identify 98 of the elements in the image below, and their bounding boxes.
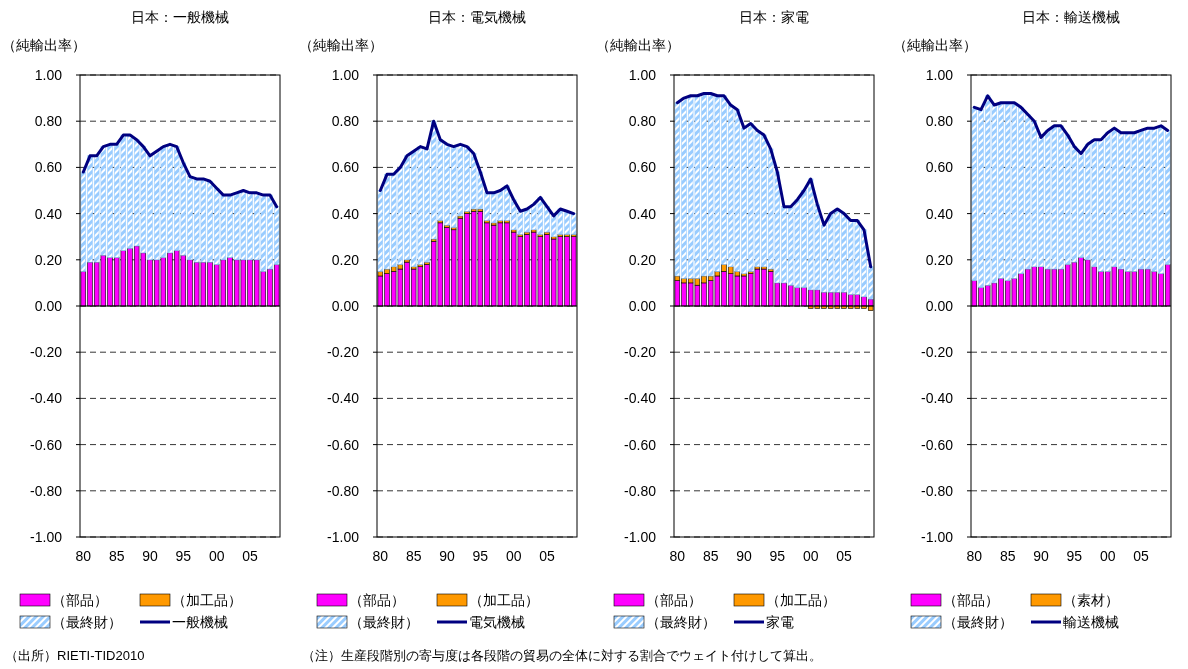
y-tick-label: -0.60: [921, 436, 954, 453]
y-tick-label: 0.80: [34, 113, 63, 130]
y-tick-label: -0.40: [624, 390, 657, 407]
y-tick-label: -0.80: [30, 482, 63, 499]
x-tick-label: 85: [702, 548, 719, 564]
x-tick-label: 05: [242, 548, 258, 564]
line-series: [81, 133, 279, 209]
line-series: [972, 94, 1170, 156]
y-tick-label: 0.00: [34, 298, 63, 314]
x-tick-label: 80: [669, 548, 686, 564]
y-tick-label: 0.40: [925, 205, 954, 222]
y-tick-label: 0.00: [628, 298, 657, 314]
chart-title: 日本：一般機械: [131, 9, 229, 25]
y-tick-label: 1.00: [628, 67, 657, 83]
x-tick-label: 05: [1133, 548, 1149, 564]
legend-label: （加工品）: [469, 592, 539, 608]
y-tick-label: -0.60: [30, 436, 63, 453]
chart-title: 日本：家電: [739, 9, 809, 25]
x-tick-label: 95: [769, 548, 786, 564]
y-tick-label: -0.80: [921, 482, 954, 499]
y-tick-label: -1.00: [327, 529, 360, 545]
legend-label: （最終財）: [943, 614, 1013, 630]
y-tick-label: -0.80: [624, 482, 657, 499]
y-tick-label: -1.00: [30, 529, 63, 545]
y-tick-label: 0.40: [628, 205, 657, 222]
y-tick-label: 0.20: [34, 251, 63, 268]
x-tick-label: 05: [539, 548, 555, 564]
y-tick-label: 0.80: [331, 113, 360, 130]
y-tick-label: 0.80: [628, 113, 657, 130]
y-tick-label: -0.40: [30, 390, 63, 407]
y-tick-label: -1.00: [624, 529, 657, 545]
line-series: [378, 119, 576, 218]
y-tick-label: 0.60: [925, 159, 954, 176]
x-tick-label: 90: [439, 548, 455, 564]
x-tick-label: 00: [208, 548, 225, 564]
x-tick-label: 85: [405, 548, 422, 564]
x-tick-label: 80: [75, 548, 92, 564]
y-tick-label: 0.00: [331, 298, 360, 314]
y-tick-label: 0.40: [331, 205, 360, 222]
y-tick-label: -0.80: [327, 482, 360, 499]
y-tick-label: -0.20: [921, 344, 954, 361]
y-tick-label: 0.60: [628, 159, 657, 176]
legend-label: （部品）: [52, 592, 108, 608]
x-tick-label: 95: [1066, 548, 1083, 564]
y-tick-label: 0.20: [925, 251, 954, 268]
y-axis-title: （純輸出率）: [893, 37, 977, 53]
y-tick-label: -0.60: [624, 436, 657, 453]
x-tick-label: 95: [175, 548, 192, 564]
y-tick-label: 0.20: [331, 251, 360, 268]
y-axis-title: （純輸出率）: [299, 37, 383, 53]
y-axis-title: （純輸出率）: [2, 37, 86, 53]
y-tick-label: -0.20: [30, 344, 63, 361]
x-tick-label: 80: [372, 548, 389, 564]
chart-title: 日本：輸送機械: [1022, 9, 1120, 25]
y-tick-label: 0.40: [34, 205, 63, 222]
legend-label: （最終財）: [52, 614, 122, 630]
x-tick-label: 00: [802, 548, 819, 564]
y-tick-label: 0.60: [34, 159, 63, 176]
legend-label: （最終財）: [349, 614, 419, 630]
x-tick-label: 00: [1099, 548, 1116, 564]
x-tick-label: 00: [505, 548, 522, 564]
text: （注）生産段階別の寄与度は各段階の貿易の全体に対する割合でウェイト付けして算出。: [302, 648, 822, 663]
y-tick-label: 1.00: [34, 67, 63, 83]
x-tick-label: 90: [736, 548, 752, 564]
y-tick-label: -0.40: [921, 390, 954, 407]
legend-label: （最終財）: [646, 614, 716, 630]
y-tick-label: -1.00: [921, 529, 954, 545]
x-tick-label: 85: [108, 548, 125, 564]
legend-label: 家電: [766, 614, 794, 630]
text: （出所）RIETI-TID2010: [5, 648, 145, 663]
legend-label: 電気機械: [469, 614, 525, 630]
y-axis-title: （純輸出率）: [596, 37, 680, 53]
legend-label: 輸送機械: [1063, 614, 1119, 630]
x-tick-label: 95: [472, 548, 489, 564]
line-series: [675, 91, 873, 269]
legend-label: （部品）: [646, 592, 702, 608]
legend-label: （部品）: [943, 592, 999, 608]
legend-label: （部品）: [349, 592, 405, 608]
x-tick-label: 85: [999, 548, 1016, 564]
legend-label: （加工品）: [172, 592, 242, 608]
y-tick-label: 0.00: [925, 298, 954, 314]
y-tick-label: 0.60: [331, 159, 360, 176]
chart-title: 日本：電気機械: [428, 9, 526, 25]
x-tick-label: 90: [142, 548, 158, 564]
x-tick-label: 05: [836, 548, 852, 564]
y-tick-label: -0.60: [327, 436, 360, 453]
legend-label: （素材）: [1063, 592, 1119, 608]
legend-label: （加工品）: [766, 592, 836, 608]
y-tick-label: 0.20: [628, 251, 657, 268]
y-tick-label: 0.80: [925, 113, 954, 130]
y-tick-label: -0.40: [327, 390, 360, 407]
x-tick-label: 90: [1033, 548, 1049, 564]
x-tick-label: 80: [966, 548, 983, 564]
y-tick-label: 1.00: [331, 67, 360, 83]
legend-label: 一般機械: [172, 614, 228, 630]
y-tick-label: -0.20: [624, 344, 657, 361]
y-tick-label: -0.20: [327, 344, 360, 361]
y-tick-label: 1.00: [925, 67, 954, 83]
